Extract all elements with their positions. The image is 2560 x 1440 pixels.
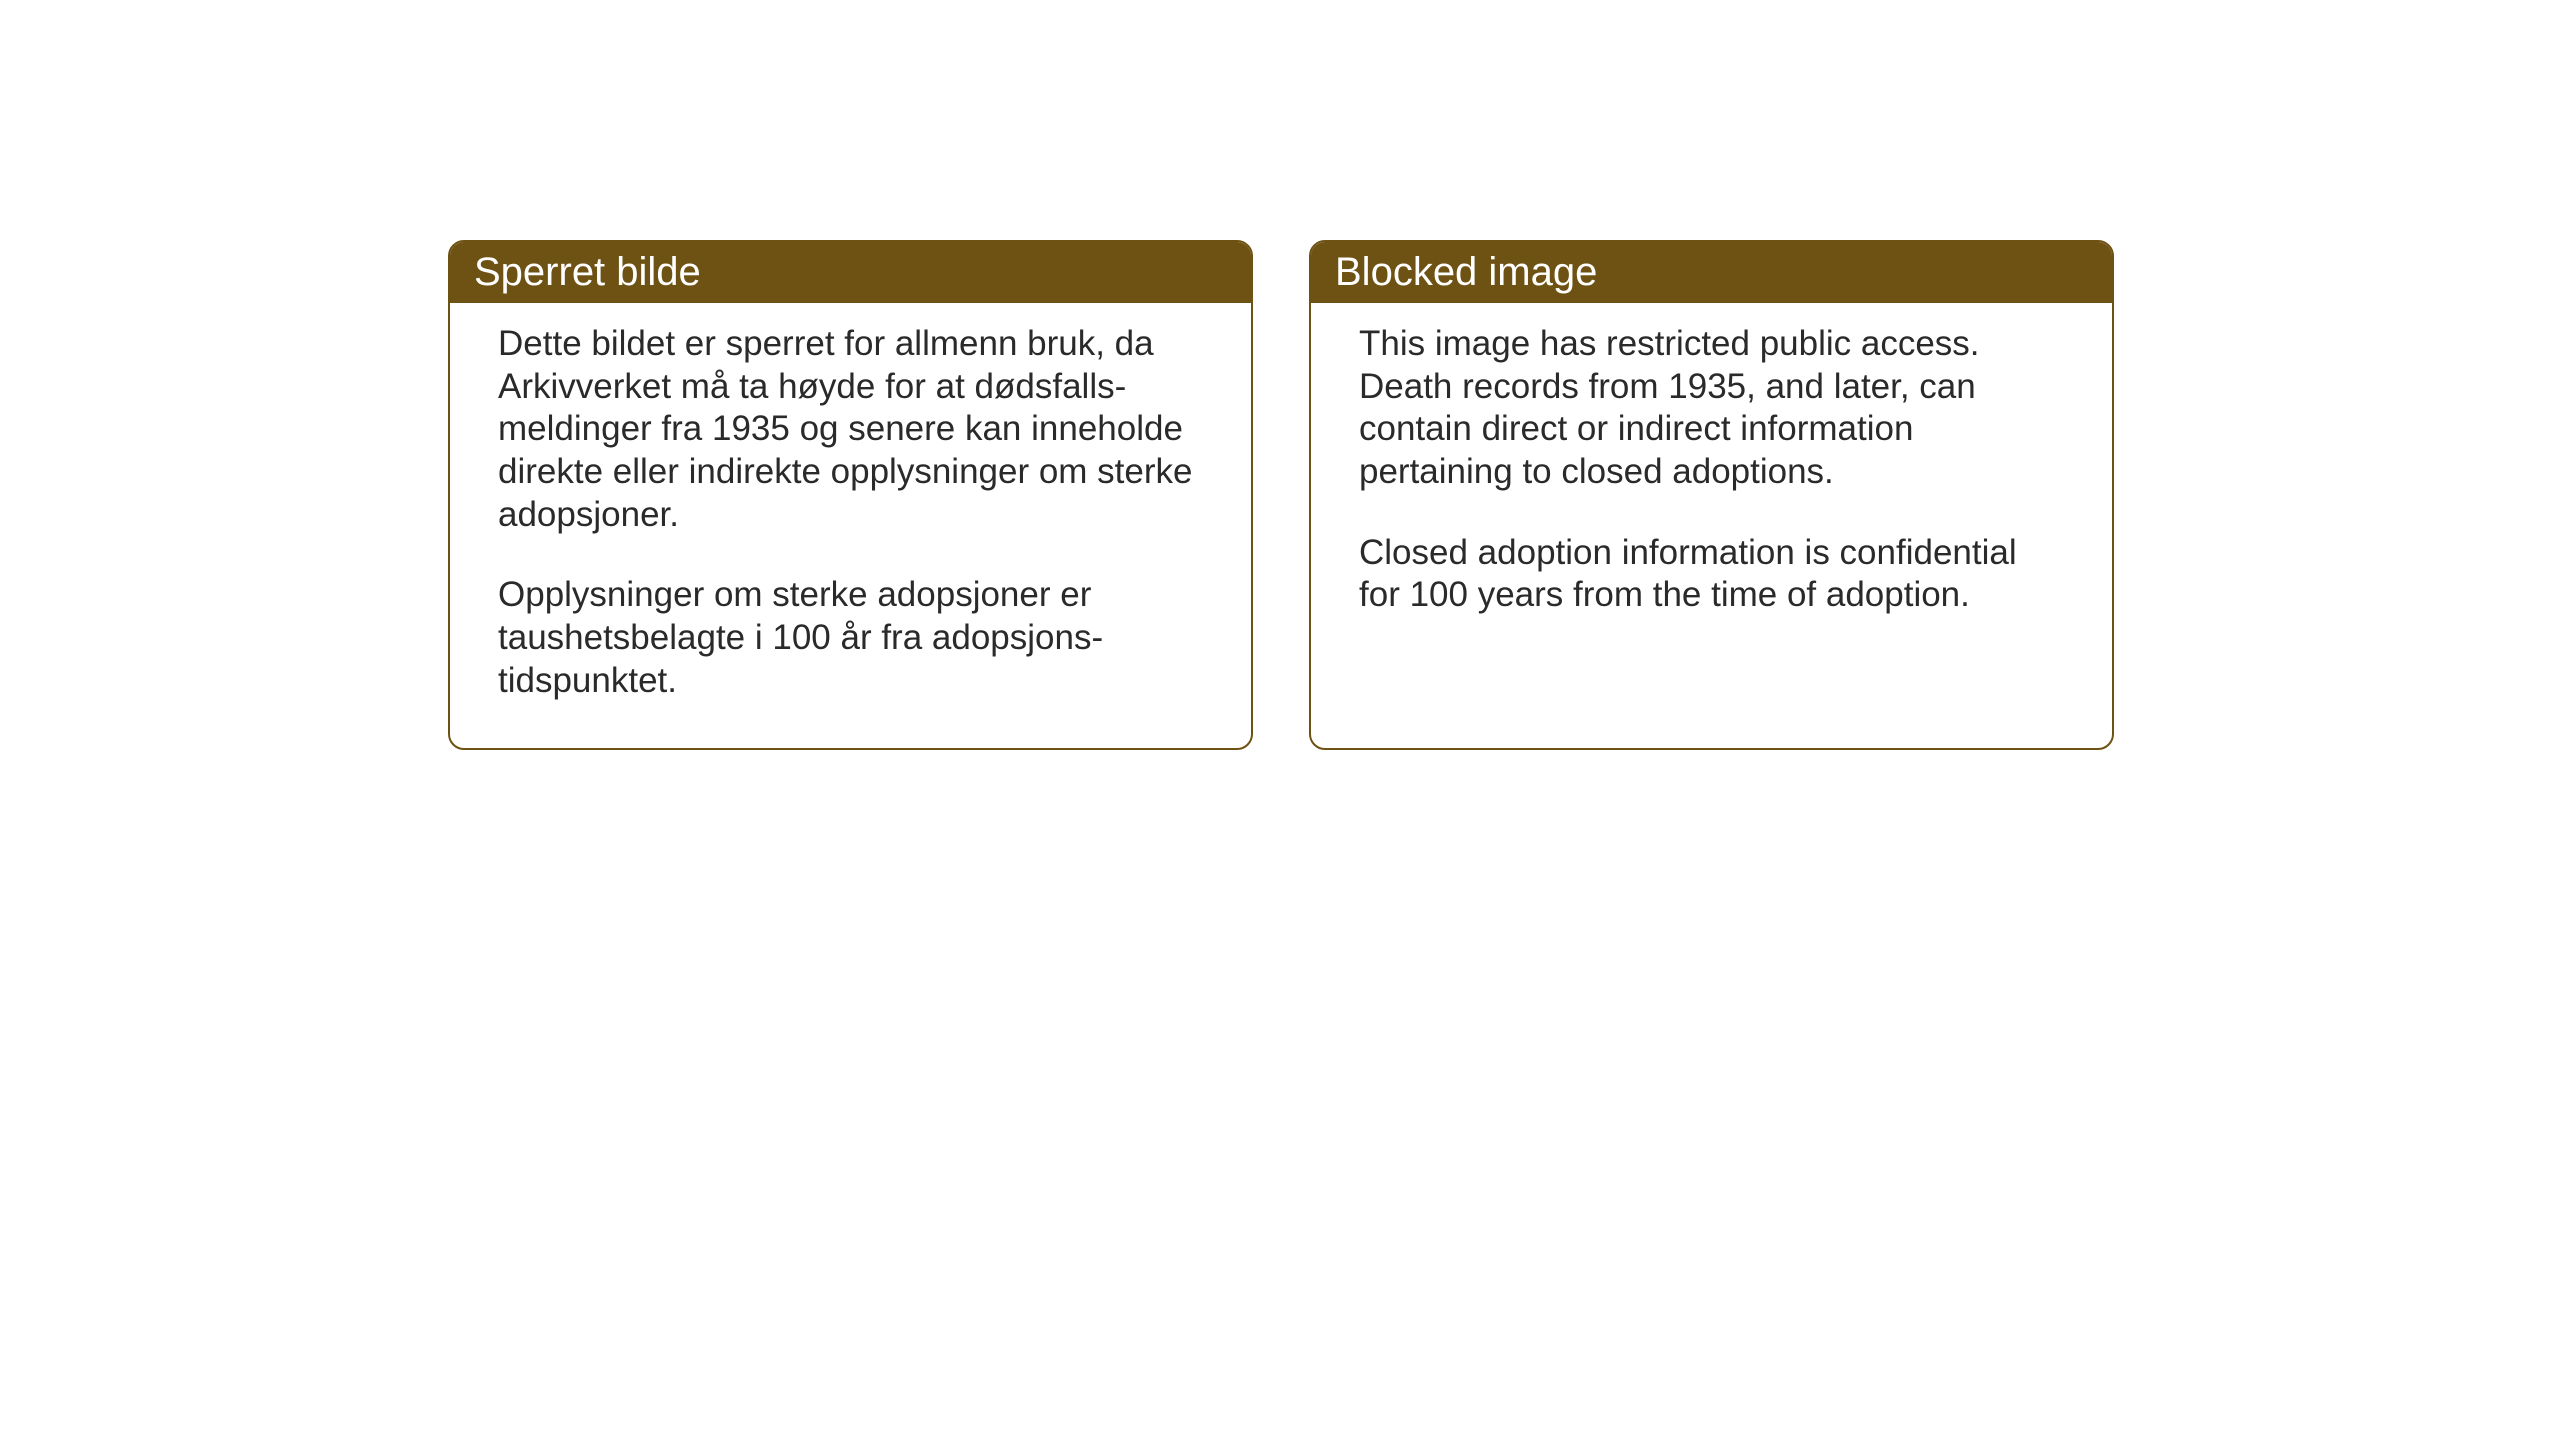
card-title-english: Blocked image — [1335, 250, 1597, 294]
card-norwegian: Sperret bilde Dette bildet er sperret fo… — [448, 240, 1253, 750]
card-paragraph2-norwegian: Opplysninger om sterke adopsjoner er tau… — [498, 574, 1203, 702]
card-paragraph1-english: This image has restricted public access.… — [1359, 323, 2064, 494]
card-header-english: Blocked image — [1311, 242, 2112, 303]
card-body-norwegian: Dette bildet er sperret for allmenn bruk… — [450, 303, 1251, 735]
card-english: Blocked image This image has restricted … — [1309, 240, 2114, 750]
card-body-english: This image has restricted public access.… — [1311, 303, 2112, 649]
card-header-norwegian: Sperret bilde — [450, 242, 1251, 303]
card-paragraph2-english: Closed adoption information is confident… — [1359, 532, 2064, 617]
card-paragraph1-norwegian: Dette bildet er sperret for allmenn bruk… — [498, 323, 1203, 536]
cards-container: Sperret bilde Dette bildet er sperret fo… — [448, 240, 2114, 750]
card-title-norwegian: Sperret bilde — [474, 250, 701, 294]
